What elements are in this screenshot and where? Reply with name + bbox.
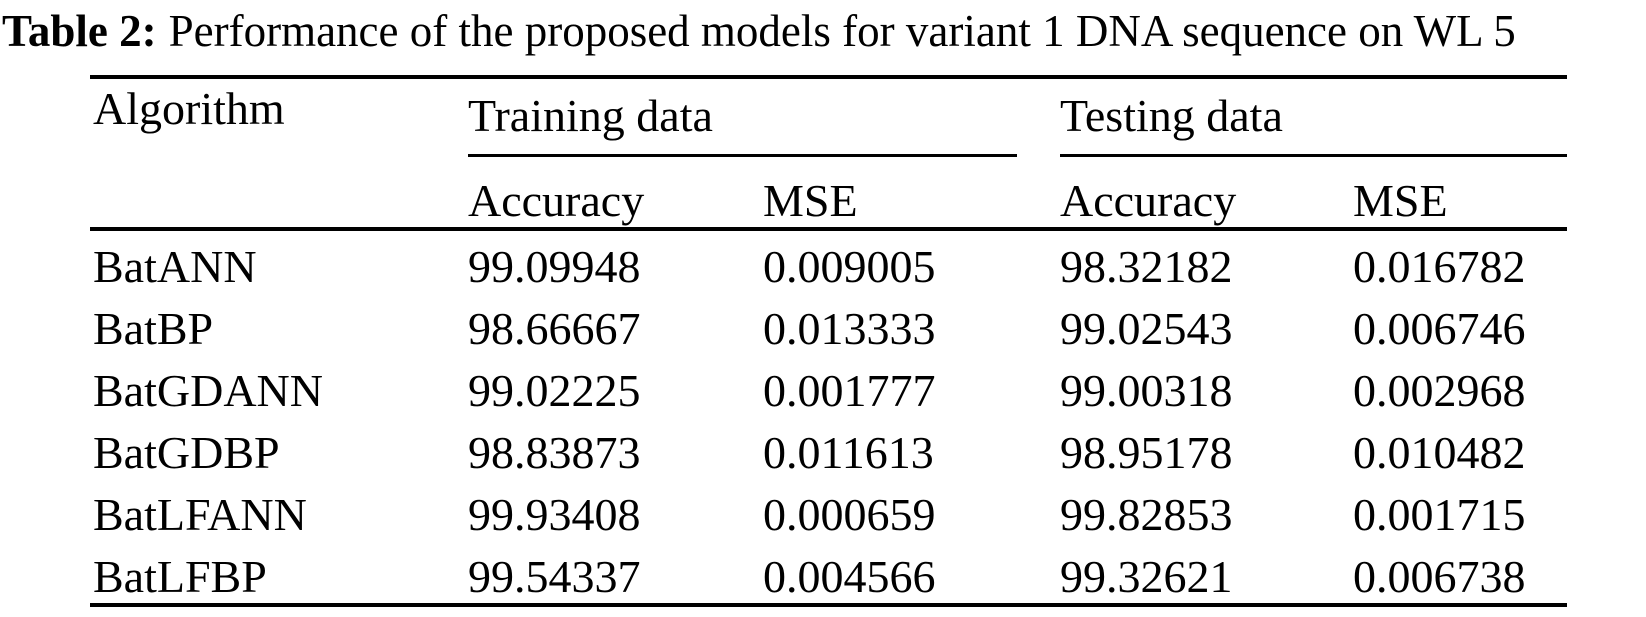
header-group-testing-data: Testing data	[1060, 79, 1567, 157]
cell-train-accuracy: 99.54337	[468, 551, 641, 602]
cell-train-accuracy: 99.93408	[468, 489, 641, 540]
header-divider-rule	[90, 227, 1567, 231]
header-training-mse: MSE	[763, 175, 858, 226]
cell-train-accuracy: 98.83873	[468, 427, 641, 478]
cell-train-mse: 0.009005	[763, 241, 936, 292]
cell-train-mse: 0.004566	[763, 551, 936, 602]
header-algorithm: Algorithm	[93, 83, 285, 134]
cell-test-mse: 0.016782	[1353, 241, 1526, 292]
cell-test-mse: 0.010482	[1353, 427, 1526, 478]
cell-train-mse: 0.000659	[763, 489, 936, 540]
header-group-training-data: Training data	[468, 79, 1060, 157]
cell-train-mse: 0.001777	[763, 365, 936, 416]
cell-test-mse: 0.006746	[1353, 303, 1526, 354]
cell-train-mse: 0.011613	[763, 427, 934, 478]
caption-text: Performance of the proposed models for v…	[168, 6, 1516, 56]
cell-algorithm: BatLFANN	[93, 489, 307, 540]
header-testing-mse: MSE	[1353, 175, 1448, 226]
results-table: Algorithm Training data Testing data Acc…	[90, 75, 1567, 607]
cell-test-accuracy: 99.02543	[1060, 303, 1233, 354]
cell-test-accuracy: 99.32621	[1060, 551, 1233, 602]
cell-train-mse: 0.013333	[763, 303, 936, 354]
header-testing-accuracy: Accuracy	[1060, 175, 1237, 226]
cell-test-mse: 0.002968	[1353, 365, 1526, 416]
cell-test-mse: 0.006738	[1353, 551, 1526, 602]
cell-algorithm: BatBP	[93, 303, 214, 354]
cell-train-accuracy: 99.02225	[468, 365, 641, 416]
cell-train-accuracy: 98.66667	[468, 303, 641, 354]
cell-algorithm: BatANN	[93, 241, 257, 292]
cell-test-accuracy: 98.95178	[1060, 427, 1233, 478]
cell-test-accuracy: 98.32182	[1060, 241, 1233, 292]
cell-test-mse: 0.001715	[1353, 489, 1526, 540]
header-training-accuracy: Accuracy	[468, 175, 645, 226]
cell-algorithm: BatGDANN	[93, 365, 323, 416]
cell-algorithm: BatGDBP	[93, 427, 280, 478]
caption-label: Table 2:	[2, 6, 157, 56]
cell-algorithm: BatLFBP	[93, 551, 267, 602]
table-caption: Table 2: Performance of the proposed mode…	[2, 2, 1646, 60]
cell-test-accuracy: 99.00318	[1060, 365, 1233, 416]
cell-test-accuracy: 99.82853	[1060, 489, 1233, 540]
cell-train-accuracy: 99.09948	[468, 241, 641, 292]
